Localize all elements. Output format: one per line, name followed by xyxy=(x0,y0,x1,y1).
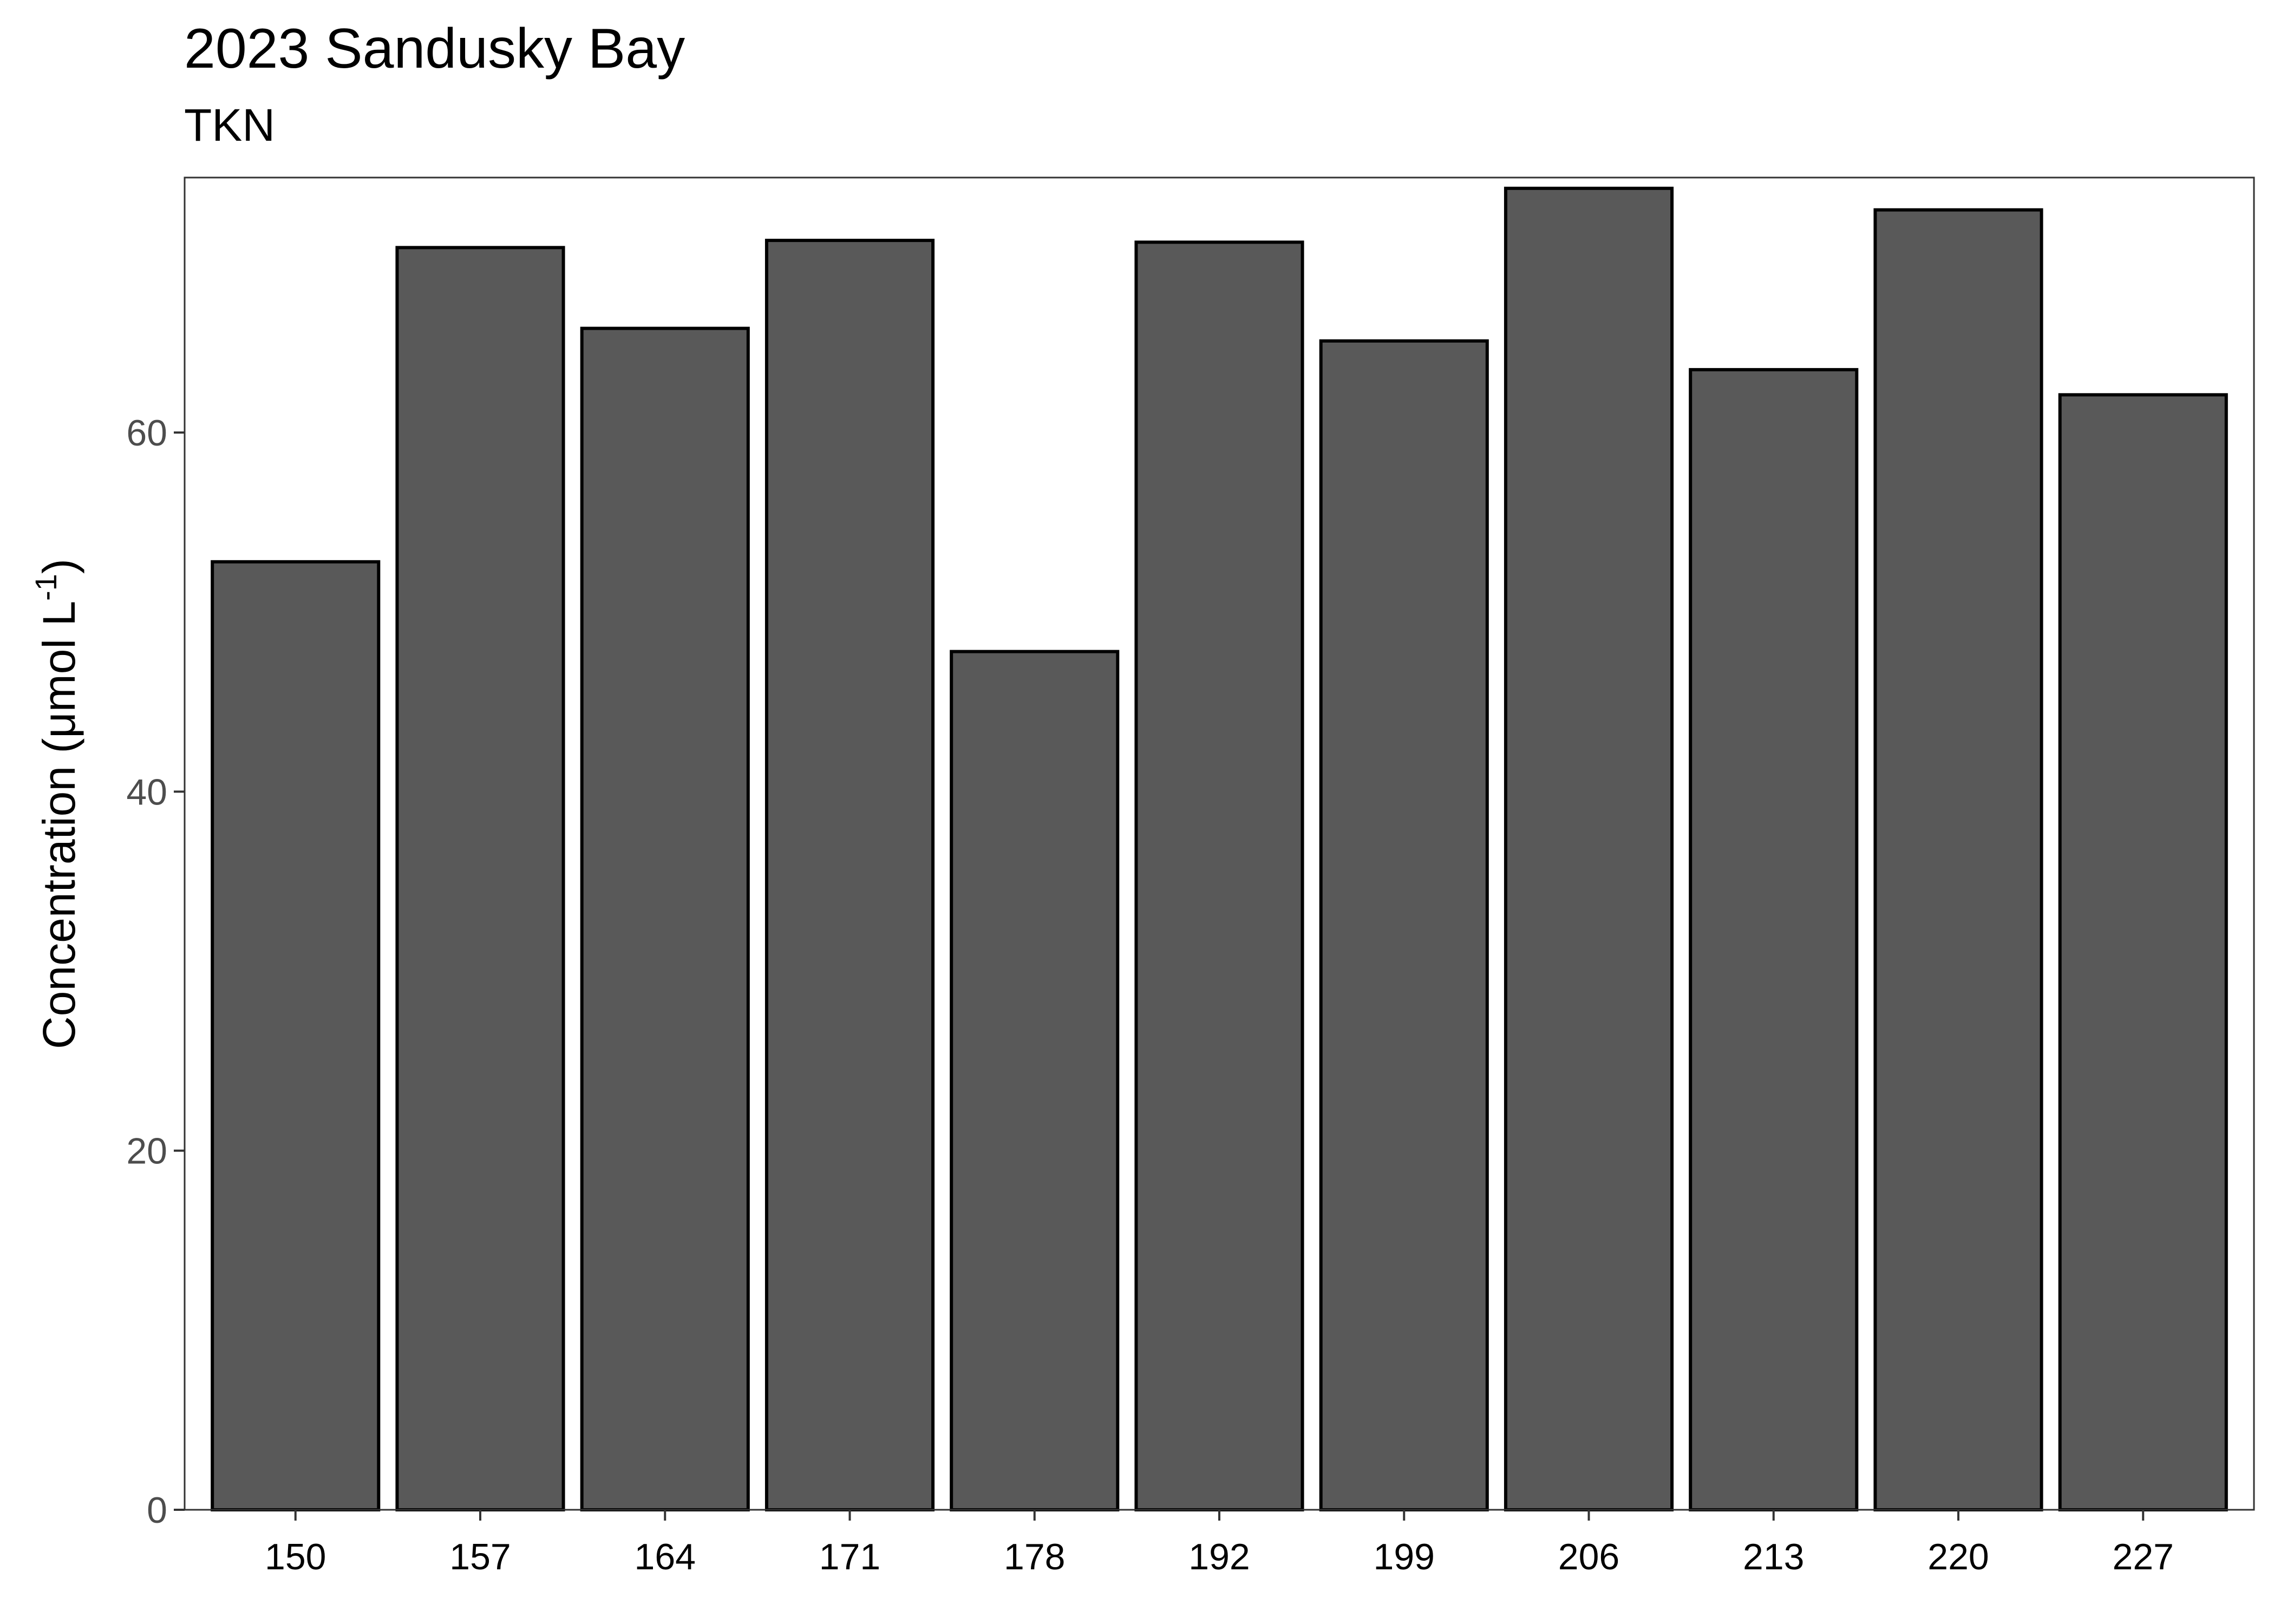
bar-157 xyxy=(395,246,565,1511)
bar-164 xyxy=(580,326,750,1511)
bar-192 xyxy=(1134,240,1304,1511)
x-tick-label: 206 xyxy=(1558,1536,1619,1577)
y-tick-label: 40 xyxy=(126,771,167,813)
y-axis-title-superscript: -1 xyxy=(29,574,63,601)
y-axis-title-suffix: ) xyxy=(34,559,84,574)
bar-series xyxy=(211,186,2228,1512)
x-tick-label: 178 xyxy=(1004,1536,1065,1577)
chart-subtitle: TKN xyxy=(184,100,275,150)
x-tick-label: 227 xyxy=(2113,1536,2174,1577)
x-tick-label: 213 xyxy=(1743,1536,1804,1577)
y-tick-label: 20 xyxy=(126,1131,167,1172)
bar-220 xyxy=(1873,208,2043,1511)
bar-213 xyxy=(1689,368,1859,1511)
bar-199 xyxy=(1319,339,1489,1511)
bar-171 xyxy=(764,239,935,1511)
bar-206 xyxy=(1504,186,1674,1511)
y-axis: 0 20 40 60 xyxy=(126,412,185,1531)
x-tick-label: 220 xyxy=(1927,1536,1989,1577)
x-tick-label: 150 xyxy=(265,1536,326,1577)
y-axis-title: Concentration (μmol L-1) xyxy=(29,559,84,1049)
bar-227 xyxy=(2058,393,2228,1512)
bar-178 xyxy=(950,650,1120,1511)
bar-150 xyxy=(211,560,381,1511)
x-tick-label: 157 xyxy=(449,1536,511,1577)
chart-title: 2023 Sandusky Bay xyxy=(184,17,685,80)
x-axis: 150 157 164 171 178 192 199 206 213 220 227 xyxy=(265,1510,2174,1577)
x-tick-label: 164 xyxy=(635,1536,696,1577)
x-tick-label: 192 xyxy=(1188,1536,1250,1577)
y-axis-title-prefix: Concentration (μmol L xyxy=(34,601,84,1049)
x-tick-label: 199 xyxy=(1374,1536,1435,1577)
y-tick-label: 60 xyxy=(126,412,167,454)
x-tick-label: 171 xyxy=(819,1536,880,1577)
y-tick-label: 0 xyxy=(147,1490,167,1531)
plot-panel-border xyxy=(184,176,2255,1511)
